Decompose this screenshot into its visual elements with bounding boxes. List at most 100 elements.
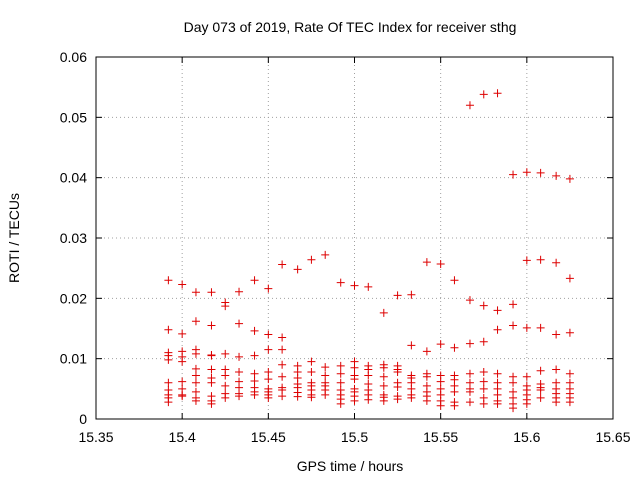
data-point: [522, 256, 531, 265]
data-point: [479, 384, 488, 393]
data-point: [536, 366, 545, 375]
data-point: [493, 89, 502, 98]
data-point: [364, 371, 373, 380]
x-tick-label: 15.35: [78, 429, 113, 445]
data-point: [436, 259, 445, 268]
data-point: [552, 398, 561, 407]
data-point: [350, 363, 359, 372]
data-point: [178, 357, 187, 366]
data-point: [164, 355, 173, 364]
data-point: [278, 392, 287, 401]
data-point: [493, 369, 502, 378]
data-point: [450, 401, 459, 410]
data-point: [509, 378, 518, 387]
data-point: [207, 288, 216, 297]
data-point: [350, 396, 359, 405]
data-point: [191, 317, 200, 326]
x-tick-label: 15.65: [595, 429, 630, 445]
data-point: [164, 378, 173, 387]
data-point: [221, 381, 230, 390]
data-point: [336, 399, 345, 408]
data-point: [250, 369, 259, 378]
data-point: [250, 326, 259, 335]
data-point: [407, 290, 416, 299]
data-point: [509, 300, 518, 309]
data-point: [364, 395, 373, 404]
data-point: [509, 170, 518, 179]
x-tick-label: 15.55: [423, 429, 458, 445]
data-point: [565, 369, 574, 378]
data-point: [178, 377, 187, 386]
data-point: [509, 321, 518, 330]
x-tick-label: 15.5: [341, 429, 368, 445]
data-point: [178, 392, 187, 401]
data-point: [221, 349, 230, 358]
chart-title: Day 073 of 2019, Rate Of TEC Index for r…: [184, 19, 517, 35]
x-axis-label: GPS time / hours: [297, 458, 404, 474]
data-point: [350, 375, 359, 384]
data-point: [436, 340, 445, 349]
data-point: [552, 330, 561, 339]
data-point: [422, 372, 431, 381]
data-point: [479, 337, 488, 346]
data-point: [493, 325, 502, 334]
data-point: [207, 378, 216, 387]
data-point: [509, 404, 518, 413]
data-point: [465, 369, 474, 378]
data-point: [307, 357, 316, 366]
data-point: [264, 345, 273, 354]
data-point: [465, 296, 474, 305]
data-point: [307, 393, 316, 402]
data-point: [207, 321, 216, 330]
data-point: [235, 352, 244, 361]
data-point: [278, 372, 287, 381]
data-point: [364, 282, 373, 291]
data-point: [422, 347, 431, 356]
data-point: [264, 284, 273, 293]
data-point: [565, 174, 574, 183]
data-point: [552, 365, 561, 374]
data-point: [565, 398, 574, 407]
grid: [96, 57, 613, 419]
data-point: [336, 361, 345, 370]
data-point: [278, 260, 287, 269]
data-point: [221, 302, 230, 311]
data-point: [207, 365, 216, 374]
data-points: [164, 89, 574, 413]
data-point: [336, 369, 345, 378]
data-point: [191, 371, 200, 380]
data-point: [565, 274, 574, 283]
y-axis-label: ROTI / TECUs: [6, 193, 22, 283]
data-point: [250, 276, 259, 285]
data-point: [536, 386, 545, 395]
data-point: [379, 308, 388, 317]
data-point: [235, 319, 244, 328]
data-point: [293, 392, 302, 401]
data-point: [235, 392, 244, 401]
data-point: [407, 341, 416, 350]
data-point: [450, 387, 459, 396]
data-point: [479, 367, 488, 376]
data-point: [493, 306, 502, 315]
data-point: [379, 372, 388, 381]
data-point: [565, 328, 574, 337]
data-point: [552, 258, 561, 267]
data-point: [164, 276, 173, 285]
data-point: [536, 168, 545, 177]
y-tick-label: 0.06: [60, 49, 87, 65]
data-point: [164, 325, 173, 334]
data-point: [522, 399, 531, 408]
data-point: [191, 349, 200, 358]
data-point: [264, 375, 273, 384]
data-point: [336, 278, 345, 287]
y-tick-label: 0.05: [60, 109, 87, 125]
data-point: [191, 396, 200, 405]
data-point: [422, 258, 431, 267]
data-point: [536, 323, 545, 332]
data-point: [479, 377, 488, 386]
data-point: [407, 393, 416, 402]
data-point: [522, 323, 531, 332]
data-point: [450, 343, 459, 352]
data-point: [278, 360, 287, 369]
